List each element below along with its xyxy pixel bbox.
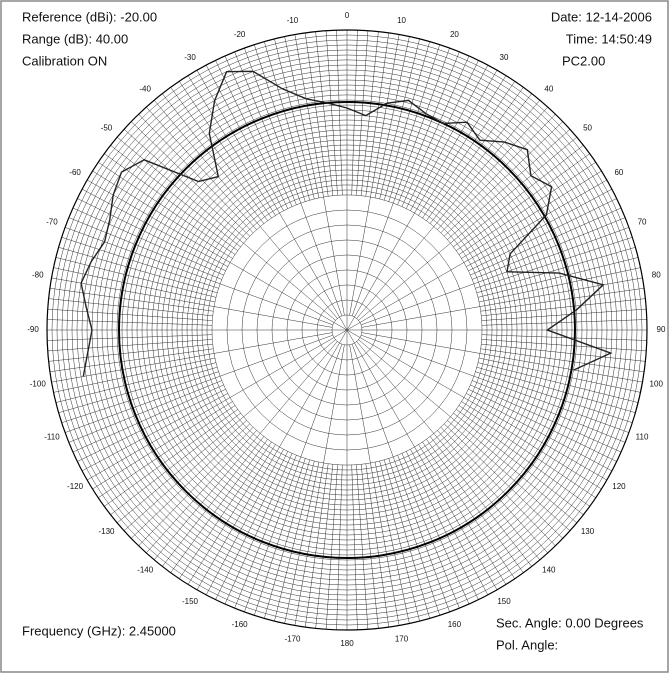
annotation: Pol. Angle: <box>496 637 558 652</box>
annotation: Sec. Angle: 0.00 Degrees <box>496 615 644 630</box>
angle-label: 170 <box>395 634 409 643</box>
annotation: PC2.00 <box>562 53 605 68</box>
angle-label: 20 <box>450 30 459 39</box>
pattern-trace <box>80 70 613 377</box>
angle-label: -120 <box>67 482 84 491</box>
polar-grid <box>46 29 648 631</box>
angle-label: 140 <box>542 566 556 575</box>
angle-label: 60 <box>614 168 623 177</box>
angle-label: -170 <box>284 634 301 643</box>
annotation: Frequency (GHz): 2.45000 <box>22 623 176 638</box>
angle-label: -110 <box>44 433 60 442</box>
annotation: Time: 14:50:49 <box>566 31 652 46</box>
outer-ring <box>46 29 648 631</box>
angle-label: -40 <box>139 85 151 94</box>
angle-label: 70 <box>638 218 647 227</box>
angle-label: 130 <box>581 527 595 536</box>
angle-label: 180 <box>340 639 354 648</box>
angle-label: 30 <box>500 53 509 62</box>
angle-label: 110 <box>636 433 649 442</box>
angle-label: -140 <box>137 566 154 575</box>
angle-label: -80 <box>32 271 44 280</box>
bold-ring <box>118 101 576 559</box>
annotation: Calibration ON <box>22 53 107 68</box>
annotation: Date: 12-14-2006 <box>551 9 652 24</box>
angle-label: -60 <box>69 168 81 177</box>
angle-label: 50 <box>583 123 592 132</box>
angle-label: -150 <box>182 597 199 606</box>
angle-label: -30 <box>184 53 196 62</box>
annotation: Reference (dBi): -20.00 <box>22 9 157 24</box>
angle-label: 150 <box>497 597 511 606</box>
angle-label: -90 <box>27 325 39 334</box>
angle-label: -130 <box>98 527 115 536</box>
angle-label: -100 <box>30 380 47 389</box>
angle-label: -10 <box>287 16 299 25</box>
annotation: Range (dB): 40.00 <box>22 31 128 46</box>
angle-label: 0 <box>345 11 350 20</box>
angle-label: -70 <box>46 218 58 227</box>
angle-label: 90 <box>657 325 666 334</box>
angle-label: -160 <box>232 620 249 629</box>
angle-label: 100 <box>650 380 664 389</box>
angle-label: -20 <box>234 30 246 39</box>
angle-label: 160 <box>448 620 462 629</box>
angle-label: 10 <box>397 16 406 25</box>
angle-label: 80 <box>652 271 661 280</box>
angle-label: -50 <box>101 123 113 132</box>
angle-label: 120 <box>612 482 626 491</box>
angle-label: 40 <box>544 85 553 94</box>
